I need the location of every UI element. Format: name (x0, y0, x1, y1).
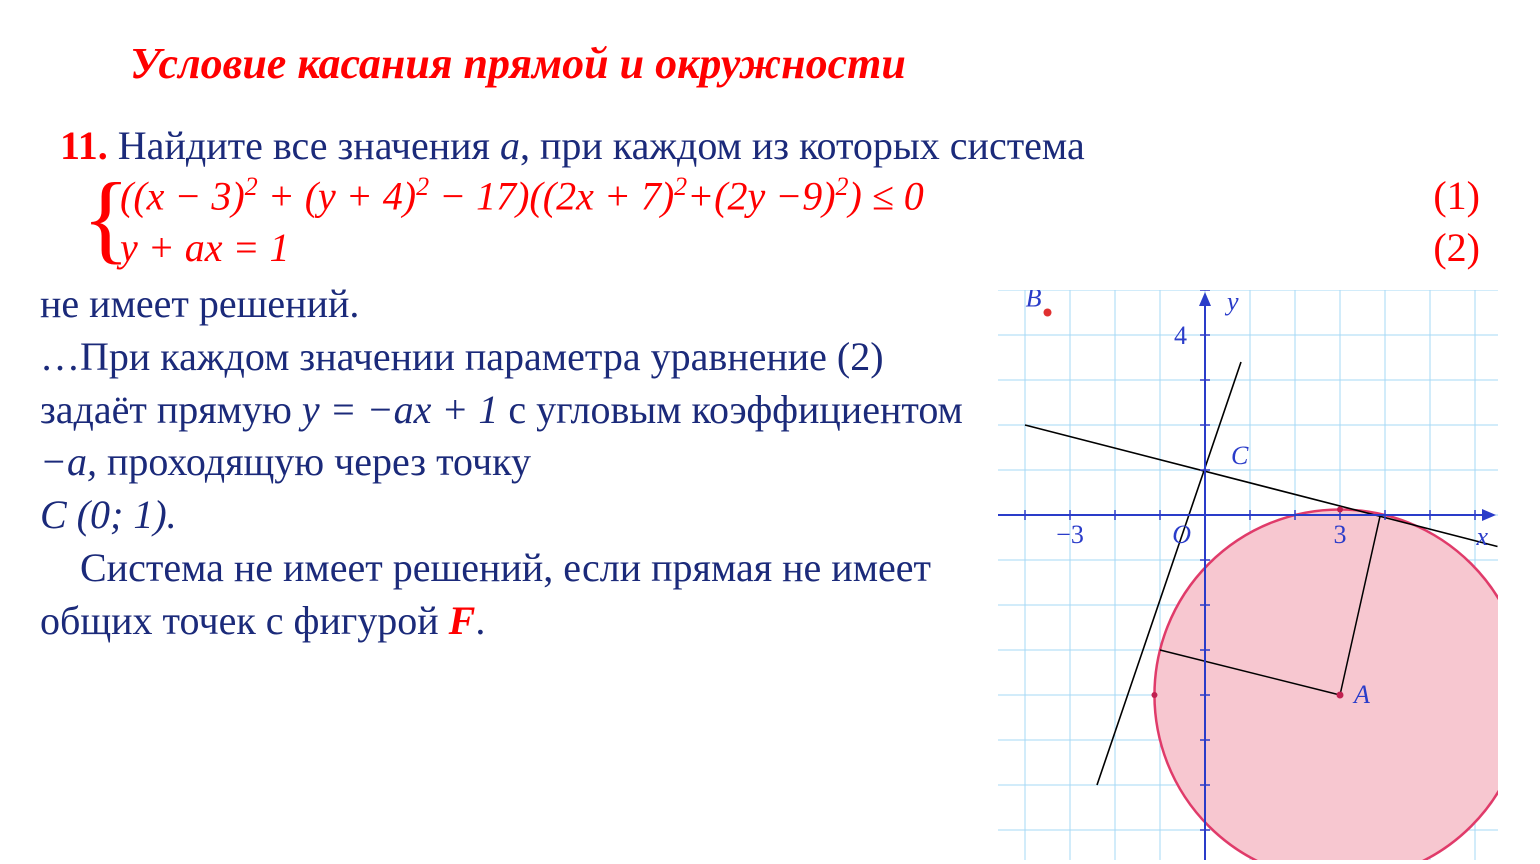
svg-text:B: B (1026, 290, 1042, 313)
system-line-2: y + ax = 1 (120, 224, 290, 271)
page-title: Условие касания прямой и окружности (130, 38, 906, 89)
svg-text:3: 3 (1334, 520, 1347, 549)
svg-text:−3: −3 (1056, 520, 1084, 549)
problem-statement: 11. Найдите все значения a, при каждом и… (60, 122, 1480, 170)
problem-var: a (500, 123, 520, 168)
eq-number-2: (2) (1433, 224, 1480, 271)
para3b: . (475, 598, 485, 643)
para2-pt: C (0; 1). (40, 492, 177, 537)
svg-text:4: 4 (1174, 321, 1187, 350)
graph: −3 3 4 Ox y B C A (998, 290, 1498, 860)
para2d: проходящую через точку (97, 439, 531, 484)
para3-F: F (449, 598, 476, 643)
eq-number-1: (1) (1433, 172, 1480, 219)
para1: не имеет решений. (40, 281, 359, 326)
system-line-1: ((x − 3)2 + (y + 4)2 − 17)((2x + 7)2+(2y… (120, 172, 924, 219)
solution-text: не имеет решений. …При каждом значении п… (40, 278, 1000, 648)
svg-text:C: C (1231, 441, 1249, 470)
svg-text:y: y (1224, 290, 1239, 316)
para2b: с угловым коэффициентом (498, 387, 962, 432)
svg-text:x: x (1475, 522, 1488, 551)
svg-text:O: O (1172, 520, 1191, 549)
svg-text:A: A (1352, 680, 1370, 709)
problem-stem2: , при каждом из которых система (520, 123, 1085, 168)
para3a: Система не имеет решений, если прямая не… (40, 545, 931, 643)
problem-stem1: Найдите все значения (118, 123, 500, 168)
para2-eq: y = −ax + 1 (302, 387, 498, 432)
para2c: −a, (40, 439, 97, 484)
